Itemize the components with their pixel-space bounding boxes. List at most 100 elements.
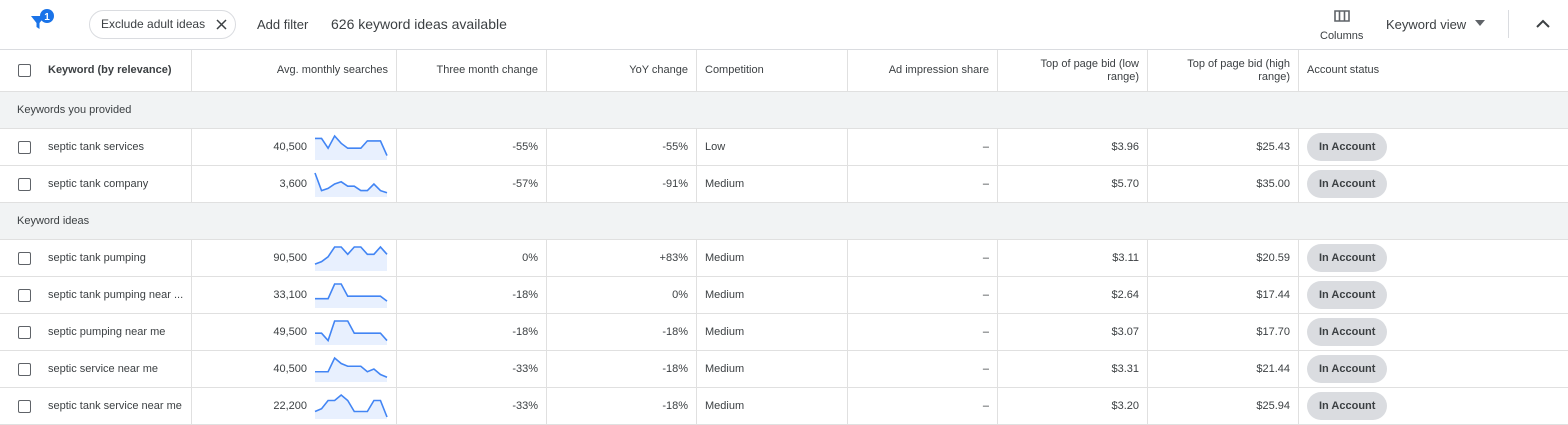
cell: $17.70	[1148, 314, 1299, 350]
cell: -91%	[547, 166, 697, 202]
add-filter[interactable]: Add filter	[257, 17, 309, 32]
sparkline-area	[315, 247, 387, 271]
ad-share: –	[982, 326, 989, 338]
column-header[interactable]: Ad impression share	[848, 50, 998, 91]
keyword: septic tank pumping near ...	[40, 277, 192, 313]
status-pill: In Account	[1307, 170, 1388, 198]
dropdown-arrow[interactable]	[1475, 20, 1485, 26]
status-cell: In Account	[1299, 388, 1568, 424]
keyword: septic tank services	[40, 129, 192, 165]
status-cell: In Account	[1299, 314, 1568, 350]
searches-cell: 33,100	[192, 277, 397, 313]
keyword: septic tank service near me	[40, 388, 192, 424]
searches-cell: 40,500	[192, 129, 397, 165]
cell: $25.43	[1148, 129, 1299, 165]
columns-label[interactable]: Columns	[1320, 30, 1364, 42]
competition: Medium	[705, 326, 745, 338]
sparkline	[315, 283, 388, 308]
competition: Medium	[705, 178, 745, 190]
keyword-row: septic pumping near me 49,500 -18% -18% Medi…	[0, 314, 1568, 351]
column-header[interactable]: Keyword (by relevance)	[40, 50, 192, 91]
bid-high: $17.70	[1256, 326, 1290, 338]
keyword: septic tank pumping	[40, 240, 192, 276]
sparkline	[314, 393, 388, 419]
sparkline-line	[315, 356, 388, 378]
cell: –	[848, 314, 998, 350]
filter-icon[interactable]: 1	[28, 8, 58, 34]
bid-low: $3.31	[1111, 363, 1139, 375]
column-header[interactable]: Top of page bid (high range)	[1148, 50, 1299, 91]
bid-low: $5.70	[1111, 178, 1139, 190]
keyword: septic tank company	[40, 166, 192, 202]
yoy: -18%	[662, 363, 688, 375]
summary: 626 keyword ideas available	[331, 16, 507, 32]
cell	[0, 166, 40, 202]
status-pill: In Account	[1307, 318, 1388, 346]
yoy: -18%	[662, 326, 688, 338]
competition: Medium	[705, 400, 745, 412]
column-label: Keyword (by relevance)	[48, 64, 172, 76]
checkbox[interactable]	[18, 177, 31, 191]
sparkline-line	[315, 134, 388, 156]
cell: Medium	[697, 166, 848, 202]
cell: –	[848, 277, 998, 313]
ad-share: –	[982, 141, 989, 153]
column-header[interactable]: Three month change	[397, 50, 547, 91]
competition: Medium	[705, 289, 745, 301]
chip-label: Exclude adult ideas	[101, 17, 206, 31]
checkbox[interactable]	[18, 325, 31, 339]
cell: 0%	[397, 240, 547, 276]
status-pill: In Account	[1307, 281, 1388, 309]
checkbox[interactable]	[18, 140, 31, 154]
searches: 49,500	[273, 326, 307, 338]
checkbox[interactable]	[18, 251, 31, 265]
keyword-row: septic service near me 40,500 -33% -18% Medi…	[0, 351, 1568, 388]
cell: –	[848, 351, 998, 387]
cell: -33%	[397, 388, 547, 424]
column-header[interactable]: YoY change	[547, 50, 697, 91]
searches: 33,100	[273, 289, 307, 301]
bid-low: $3.96	[1111, 141, 1139, 153]
sparkline-area	[315, 173, 387, 197]
columns-icon[interactable]	[1334, 9, 1350, 23]
column-label: Avg. monthly searches	[276, 64, 388, 76]
column-header[interactable]: Competition	[697, 50, 848, 91]
searches-cell: 40,500	[192, 351, 397, 387]
cell: $35.00	[1148, 166, 1299, 202]
filter-chip[interactable]: Exclude adult ideas	[89, 10, 237, 39]
yoy: +83%	[659, 252, 688, 264]
ad-share: –	[982, 178, 989, 190]
status-pill: In Account	[1307, 133, 1388, 161]
sparkline	[315, 356, 388, 382]
view-select[interactable]: Keyword view	[1386, 17, 1467, 32]
group-header: Keyword ideas	[0, 203, 1568, 240]
searches-cell: 22,200	[192, 388, 397, 424]
column-label: Top of page bid (low range)	[1040, 57, 1139, 83]
column-header[interactable]: Account status	[1299, 50, 1568, 91]
column-label: YoY change	[629, 64, 688, 76]
cell	[0, 388, 40, 424]
column-header[interactable]: Avg. monthly searches	[192, 50, 397, 91]
checkbox[interactable]	[18, 362, 31, 376]
cell: Low	[697, 129, 848, 165]
three-month: -57%	[512, 178, 538, 190]
cell: $3.20	[998, 388, 1148, 424]
searches: 40,500	[273, 363, 307, 375]
cell: 0%	[547, 277, 697, 313]
ad-share: –	[982, 252, 989, 264]
three-month: -33%	[512, 363, 538, 375]
chip-remove[interactable]	[216, 19, 227, 30]
searches-cell: 3,600	[192, 166, 397, 202]
collapse-icon[interactable]	[1536, 19, 1550, 28]
status-cell: In Account	[1299, 129, 1568, 165]
keyword-row: septic tank pumping near ... 33,100 -18% 0%…	[0, 277, 1568, 314]
column-label: Account status	[1307, 64, 1380, 76]
sparkline	[314, 245, 388, 271]
yoy: -91%	[662, 178, 688, 190]
ad-share: –	[982, 400, 989, 412]
checkbox[interactable]	[18, 288, 31, 302]
sparkline-line	[314, 172, 388, 194]
checkbox[interactable]	[18, 64, 31, 77]
checkbox[interactable]	[18, 399, 31, 413]
column-header[interactable]: Top of page bid (low range)	[998, 50, 1148, 91]
